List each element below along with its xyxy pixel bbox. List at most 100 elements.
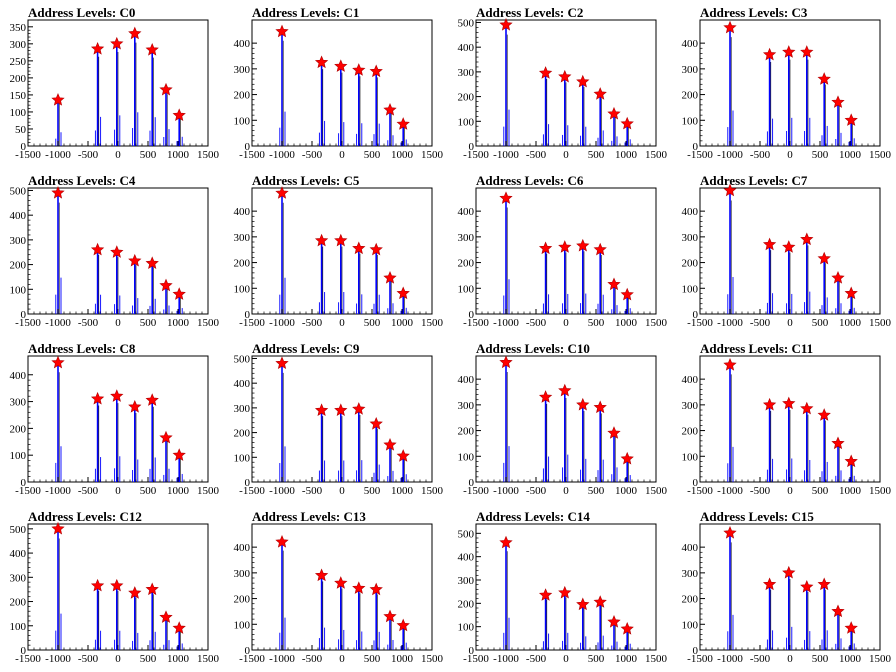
peak-marker [314, 55, 329, 69]
x-tick-label: 0 [339, 149, 345, 161]
panel-title: Address Levels: C13 [252, 509, 366, 524]
x-tick-label: -1500 [463, 653, 489, 665]
y-tick-label: 0 [21, 645, 27, 657]
x-tick-label: 0 [115, 653, 121, 665]
x-tick-label: 0 [787, 317, 793, 329]
y-tick-label: 300 [458, 67, 475, 79]
peak-marker [51, 355, 65, 369]
peak-marker [128, 399, 142, 413]
x-tick-label: 1000 [615, 485, 638, 497]
peak-marker [817, 408, 831, 421]
y-tick-label: 300 [458, 575, 475, 587]
histogram-panel: 0 100 200 300 400 -1500 -1000 -500 0 500 1000 1500 A… [224, 0, 448, 168]
x-tick-label: -1500 [463, 149, 489, 161]
x-tick-label: -1000 [493, 653, 519, 665]
y-tick-label: 0 [21, 477, 27, 489]
peak-marker [314, 403, 329, 417]
peak-marker [800, 45, 814, 58]
panel-title: Address Levels: C15 [700, 509, 814, 524]
peak-marker [607, 615, 621, 628]
peak-marker [593, 400, 607, 414]
y-tick-label: 0 [693, 309, 699, 321]
peak-marker [110, 389, 124, 402]
y-tick-label: 200 [234, 90, 251, 102]
x-tick-label: -1500 [687, 485, 713, 497]
x-tick-label: -500 [78, 653, 99, 665]
x-tick-label: 1000 [615, 653, 638, 665]
x-tick-label: 1500 [645, 149, 668, 161]
y-tick-label: 400 [458, 374, 475, 386]
peak-marker [607, 426, 621, 439]
y-tick-label: 200 [10, 260, 27, 272]
y-tick-label: 100 [10, 107, 27, 119]
peak-marker [51, 185, 65, 199]
x-tick-label: 1500 [197, 485, 220, 497]
histogram-plot: 0 100 200 300 400 -1500 -1000 -500 0 500 1000 1500 [234, 186, 444, 329]
y-tick-label: 0 [693, 477, 699, 489]
panel-title: Address Levels: C5 [252, 173, 360, 188]
peak-marker [383, 103, 397, 116]
histogram-plot: 0 100 200 300 400 500 -1500 -1000 -500 0 500 1000 15… [10, 521, 220, 665]
y-tick-label: 100 [458, 622, 475, 634]
peak-marker [369, 582, 383, 596]
y-tick-label: 500 [10, 524, 27, 536]
y-tick-label: 400 [10, 548, 27, 560]
peak-marker [607, 277, 621, 291]
x-tick-label: 500 [140, 149, 157, 161]
x-tick-label: -1000 [269, 485, 295, 497]
y-tick-label: 500 [458, 528, 475, 540]
peak-marker [723, 183, 737, 197]
histogram-panel: 0 100 200 300 400 500 -1500 -1000 -500 0 500 1000 15… [0, 168, 224, 336]
peak-marker [782, 240, 796, 253]
x-tick-label: 0 [787, 653, 793, 665]
peak-marker [844, 113, 858, 126]
histogram-panel: 0 100 200 300 400 500 -1500 -1000 -500 0 500 1000 15… [448, 504, 672, 672]
panel-title: Address Levels: C11 [700, 341, 814, 356]
panel-title: Address Levels: C1 [252, 5, 360, 20]
y-tick-label: 500 [234, 353, 251, 365]
peak-marker [558, 383, 572, 397]
peak-marker [275, 24, 289, 38]
y-tick-label: 200 [234, 428, 251, 440]
peak-marker [762, 237, 777, 251]
x-tick-label: -1500 [687, 653, 713, 665]
y-tick-label: 500 [10, 185, 27, 197]
y-tick-label: 400 [234, 206, 251, 218]
x-tick-label: 1500 [421, 653, 444, 665]
x-tick-label: 1500 [421, 149, 444, 161]
x-tick-label: 1500 [197, 149, 220, 161]
x-tick-label: 500 [588, 485, 605, 497]
peak-marker [800, 580, 814, 593]
peak-marker [620, 451, 634, 465]
histogram-plot: 0 100 200 300 400 -1500 -1000 -500 0 500 1000 1500 [458, 355, 668, 497]
panel-title: Address Levels: C9 [252, 341, 360, 356]
x-tick-label: 0 [339, 317, 345, 329]
x-tick-label: -500 [526, 653, 547, 665]
peak-marker [762, 47, 777, 61]
y-tick-label: 200 [10, 597, 27, 609]
x-tick-label: 500 [140, 653, 157, 665]
x-tick-label: 0 [787, 149, 793, 161]
y-tick-label: 150 [10, 90, 27, 102]
y-tick-label: 300 [10, 235, 27, 247]
histogram-plot: 0 100 200 300 400 500 -1500 -1000 -500 0 500 1000 15… [234, 353, 444, 497]
y-tick-label: 100 [682, 451, 699, 463]
x-tick-label: 1500 [645, 317, 668, 329]
x-tick-label: -1000 [717, 653, 743, 665]
panel-title: Address Levels: C14 [476, 509, 590, 524]
x-tick-label: -1000 [45, 485, 71, 497]
peak-marker [831, 95, 845, 108]
x-tick-label: 1000 [167, 485, 190, 497]
peak-marker [159, 610, 173, 623]
y-tick-label: 50 [15, 124, 27, 136]
histogram-plot: 0 100 200 300 400 -1500 -1000 -500 0 500 1000 1500 [458, 187, 668, 329]
y-tick-label: 100 [10, 284, 27, 296]
histogram-panel: 0 100 200 300 400 500 -1500 -1000 -500 0 500 1000 15… [448, 0, 672, 168]
peak-marker [334, 59, 348, 72]
peak-marker [782, 565, 796, 579]
x-tick-label: 0 [339, 653, 345, 665]
histogram-panel: 0 100 200 300 400 500 -1500 -1000 -500 0 500 1000 15… [224, 336, 448, 504]
peak-marker [369, 64, 383, 78]
x-tick-label: 1000 [391, 149, 414, 161]
y-tick-label: 250 [10, 56, 27, 68]
